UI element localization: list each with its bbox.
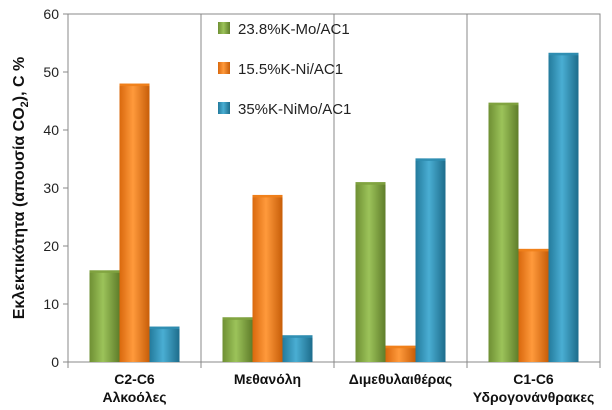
bar-1-1: [89, 270, 120, 362]
x-category-label-3-0: C1-C6: [513, 371, 554, 387]
legend-swatch-2: [218, 62, 230, 74]
bar-cap-1-1: [89, 270, 120, 273]
legend-label-3: 35%K-NiMo/AC1: [238, 101, 351, 118]
x-category-label-3-1: Υδρογονάνθρακες: [473, 389, 595, 405]
y-tick-label-0: 0: [51, 354, 59, 370]
bar-1-3: [355, 182, 386, 362]
x-category-label-2-0: Διμεθυλαιθέρας: [349, 371, 452, 387]
y-tick-label-50: 50: [43, 64, 59, 80]
bar-cap-2-4: [518, 248, 549, 252]
bar-2-2: [252, 194, 283, 362]
y-tick-label-40: 40: [43, 122, 59, 138]
legend-swatch-1: [218, 22, 230, 34]
bar-3-4: [548, 52, 579, 363]
y-tick-label-10: 10: [43, 296, 59, 312]
bar-cap-1-4: [488, 102, 519, 106]
bar-3-2: [282, 335, 313, 362]
bar-cap-3-4: [548, 52, 579, 56]
bar-2-4: [518, 248, 549, 362]
bar-2-3: [385, 345, 416, 362]
bar-1-2: [222, 317, 253, 362]
y-tick-label-60: 60: [43, 6, 59, 22]
x-axis: C2-C6 Αλκοόλες Μεθανόλη Διμεθυλαιθέρας C1-C6…: [67, 14, 601, 405]
bar-1-4: [488, 102, 519, 363]
bars-layer: [89, 52, 579, 363]
bar-cap-3-2: [282, 335, 313, 338]
bar-cap-3-1: [149, 326, 180, 330]
y-axis-label-end: ), C %: [11, 57, 28, 101]
legend-swatch-3: [218, 102, 230, 114]
legend-label-2: 15.5%K-Ni/AC1: [238, 61, 343, 78]
bar-cap-1-2: [222, 317, 253, 320]
y-axis-label-subscript: 2: [19, 101, 31, 107]
y-axis-label-main: Εκλεκτικότητα (απουσία CO: [11, 107, 28, 319]
bar-3-3: [415, 158, 446, 362]
y-axis: 0 10 20 30 40 50 60: [43, 6, 68, 370]
legend-label-1: 23.8%K-Mo/AC1: [238, 21, 350, 38]
bar-2-1: [119, 83, 150, 362]
y-axis-label: Εκλεκτικότητα (απουσία CO2), C %: [11, 57, 31, 320]
bar-cap-2-2: [252, 194, 283, 198]
bar-cap-2-1: [119, 83, 150, 87]
x-category-label-0-0: C2-C6: [114, 371, 155, 387]
y-tick-label-30: 30: [43, 180, 59, 196]
x-category-label-1-0: Μεθανόλη: [234, 371, 301, 387]
bar-cap-1-3: [355, 182, 386, 185]
legend: 23.8%K-Mo/AC1 15.5%K-Ni/AC1 35%K-NiMo/AC1: [218, 21, 351, 118]
x-category-label-0-1: Αλκοόλες: [102, 389, 166, 405]
y-tick-label-20: 20: [43, 238, 59, 254]
bar-cap-2-3: [385, 345, 416, 349]
bar-cap-3-3: [415, 158, 446, 161]
bar-3-1: [149, 326, 180, 362]
